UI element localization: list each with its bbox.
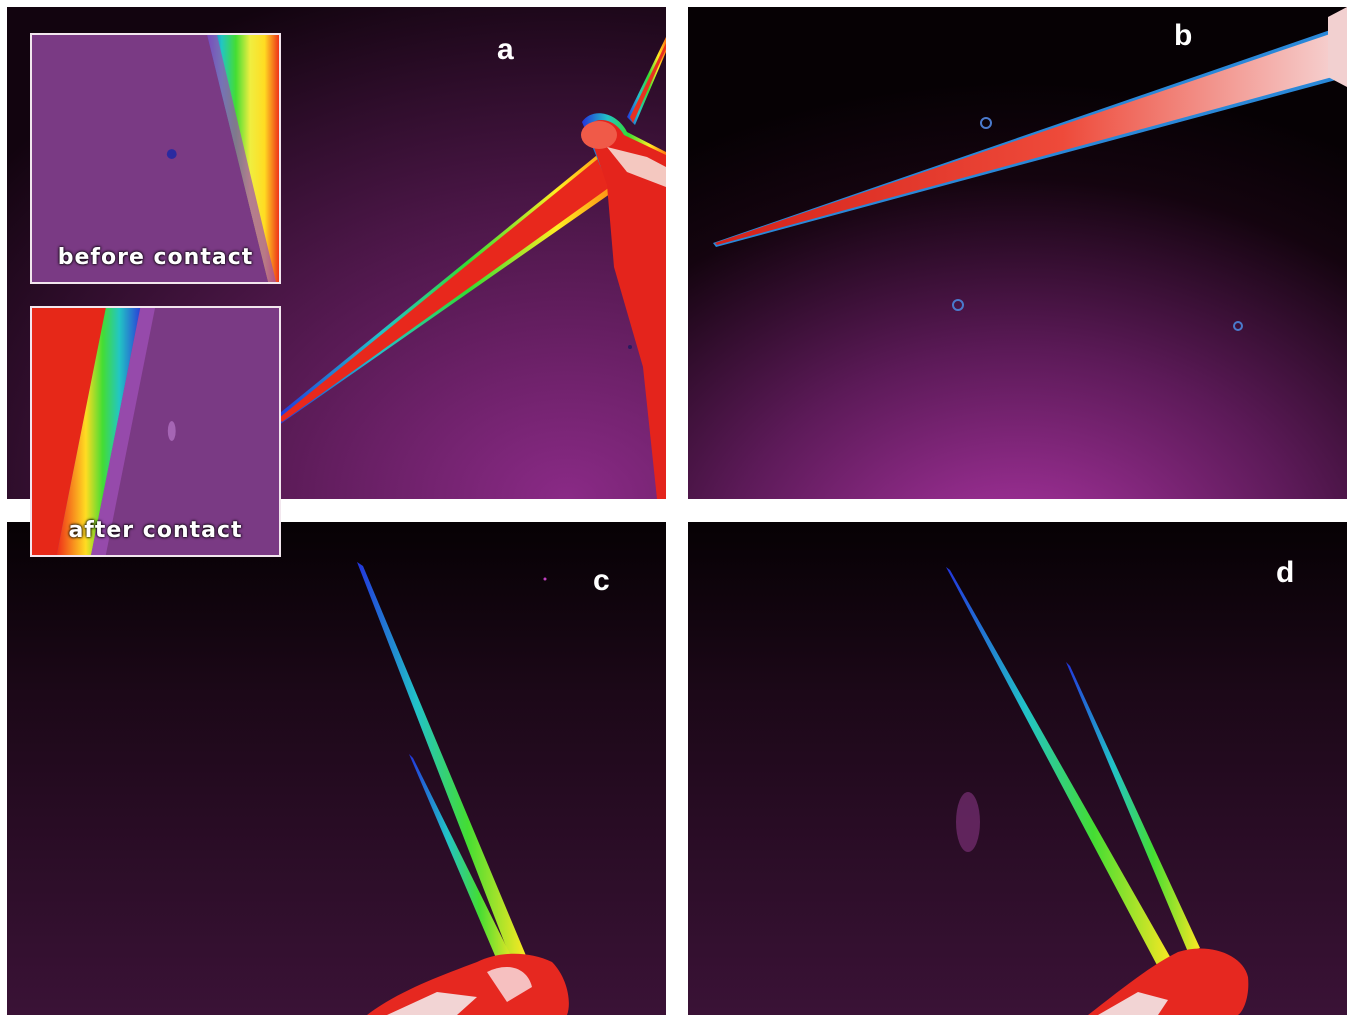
inset-before-contact: before contact [30,33,281,284]
inset-after-caption: after contact [68,518,243,543]
inset-before-image [32,35,279,282]
panel-d: d [688,522,1347,1015]
panel-a-label: a [497,33,514,66]
panel-b-label: b [1174,19,1193,52]
inset-after-image [32,308,279,555]
panel-b: b [688,7,1347,499]
panel-b-image [688,7,1347,499]
inset-after-contact: after contact [30,306,281,557]
panel-c-label: c [593,564,610,597]
inset-before-caption: before contact [57,245,254,270]
panel-d-image [688,522,1347,1015]
panel-d-label: d [1276,556,1295,589]
panel-c: c [7,522,666,1015]
panel-c-image [7,522,666,1015]
